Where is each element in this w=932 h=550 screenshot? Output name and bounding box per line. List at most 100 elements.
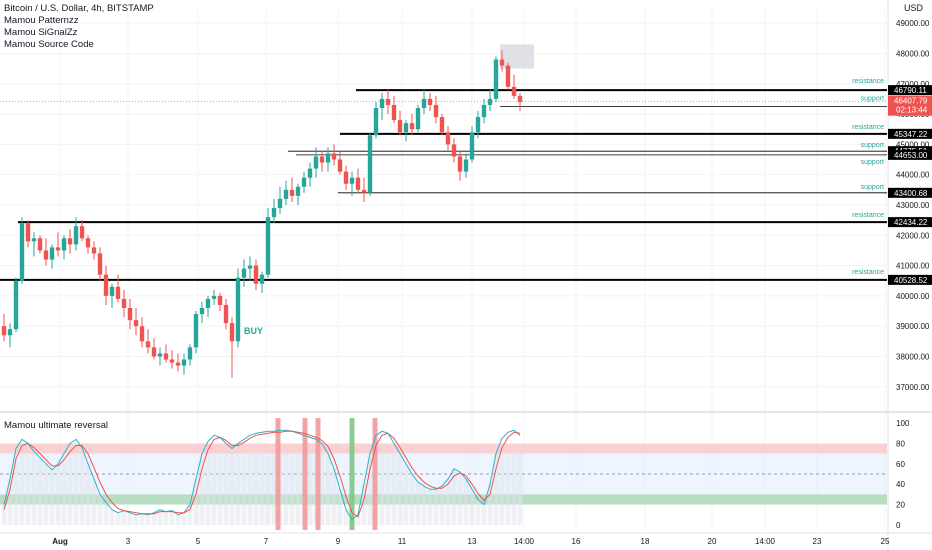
histogram-bar <box>463 479 469 525</box>
histogram-bar <box>379 453 385 525</box>
histogram-bar <box>493 453 499 525</box>
pattern-highlight <box>500 44 534 69</box>
histogram-bar <box>427 489 433 525</box>
price-tick: 38000.00 <box>896 352 930 361</box>
histogram-bar <box>409 474 415 525</box>
histogram-bar <box>259 453 265 525</box>
candle-body <box>145 341 151 348</box>
study-mamou-patternzz[interactable]: Mamou Patternzz <box>4 15 79 26</box>
level-price-text: 43400.68 <box>894 189 928 198</box>
histogram-bar <box>31 453 37 525</box>
histogram-bar <box>391 453 397 525</box>
candle-body <box>469 132 475 160</box>
candle-body <box>55 247 61 251</box>
histogram-bar <box>307 453 313 525</box>
candle-body <box>379 98 385 108</box>
time-tick: 23 <box>813 537 822 546</box>
histogram-bar <box>295 453 301 525</box>
histogram-bar <box>247 453 253 525</box>
histogram-bar <box>115 512 121 525</box>
candle-body <box>223 304 229 324</box>
candle-body <box>121 298 127 308</box>
time-tick: 25 <box>881 537 890 546</box>
candle-body <box>337 159 343 172</box>
symbol-title[interactable]: Bitcoin / U.S. Dollar, 4h, BITSTAMP <box>4 3 154 14</box>
candle-body <box>109 286 115 296</box>
histogram-bar <box>325 453 331 525</box>
candle-body <box>211 295 217 299</box>
histogram-bar <box>487 484 493 525</box>
histogram-bar <box>505 453 511 525</box>
level-price-text: 46790.11 <box>894 86 927 95</box>
candle-body <box>181 359 187 366</box>
histogram-bar <box>199 453 205 525</box>
histogram-bar <box>181 512 187 525</box>
overbought-band <box>0 443 887 454</box>
level-label: resistance <box>852 269 884 276</box>
histogram-bar <box>241 453 247 525</box>
candle-body <box>517 95 523 102</box>
buy-signal-label: BUY <box>244 326 264 336</box>
histogram-bar <box>151 512 157 525</box>
chart-legend: Bitcoin / U.S. Dollar, 4h, BITSTAMP Mamo… <box>4 3 154 51</box>
candle-body <box>79 226 85 239</box>
indicator-tick: 60 <box>896 460 905 469</box>
histogram-bar <box>283 453 289 525</box>
histogram-bar <box>385 453 391 525</box>
signal-highlight-red <box>302 418 308 530</box>
level-price-tag <box>888 149 932 160</box>
histogram-bar <box>7 479 13 525</box>
candle-body <box>235 277 241 342</box>
candle-body <box>13 280 19 330</box>
candle-body <box>199 308 205 315</box>
study-mamou-source-code[interactable]: Mamou Source Code <box>4 39 94 50</box>
price-tick: 42000.00 <box>896 231 930 240</box>
level-label: support <box>861 184 884 191</box>
signal-highlight-red <box>275 418 281 530</box>
histogram-bar <box>439 486 445 525</box>
price-tick: 39000.00 <box>896 322 930 331</box>
histogram-bar <box>139 513 145 525</box>
currency-label: USD <box>904 3 924 13</box>
histogram-bar <box>289 453 295 525</box>
indicator-tick: 0 <box>896 521 901 530</box>
candle-body <box>361 189 367 193</box>
candle-body <box>241 268 247 278</box>
price-tick: 45000.00 <box>896 140 930 149</box>
price-tick: 47000.00 <box>896 80 930 89</box>
price-tick: 49000.00 <box>896 19 930 28</box>
candle-body <box>61 238 67 251</box>
histogram-bar <box>169 510 175 525</box>
candle-body <box>355 177 361 190</box>
candle-body <box>391 104 397 121</box>
candle-body <box>19 223 25 281</box>
candle-body <box>331 153 337 160</box>
candle-body <box>163 353 169 360</box>
histogram-bar <box>85 463 91 525</box>
study-mamou-signalzz[interactable]: Mamou SiGnalZz <box>4 27 78 38</box>
histogram-bar <box>13 453 19 525</box>
last-price-text: 46407.79 <box>894 97 928 106</box>
histogram-bar <box>469 489 475 525</box>
histogram-bar <box>79 453 85 525</box>
signal-highlight-red <box>315 418 321 530</box>
histogram-bar <box>67 453 73 525</box>
candle-body <box>25 223 31 242</box>
candle-body <box>481 104 487 118</box>
candle-body <box>307 168 313 178</box>
histogram-bar <box>133 514 139 525</box>
candle-body <box>463 159 469 172</box>
histogram-bar <box>61 453 67 525</box>
histogram-bar <box>319 453 325 525</box>
candle-body <box>103 274 109 296</box>
candle-body <box>493 59 499 99</box>
level-label: resistance <box>852 212 884 219</box>
candle-body <box>325 153 331 163</box>
candle-body <box>169 359 175 363</box>
histogram-bar <box>175 514 181 525</box>
indicator-title[interactable]: Mamou ultimate reversal <box>4 420 109 431</box>
candle-body <box>295 186 301 196</box>
histogram-bar <box>253 453 259 525</box>
candle-body <box>301 177 307 187</box>
